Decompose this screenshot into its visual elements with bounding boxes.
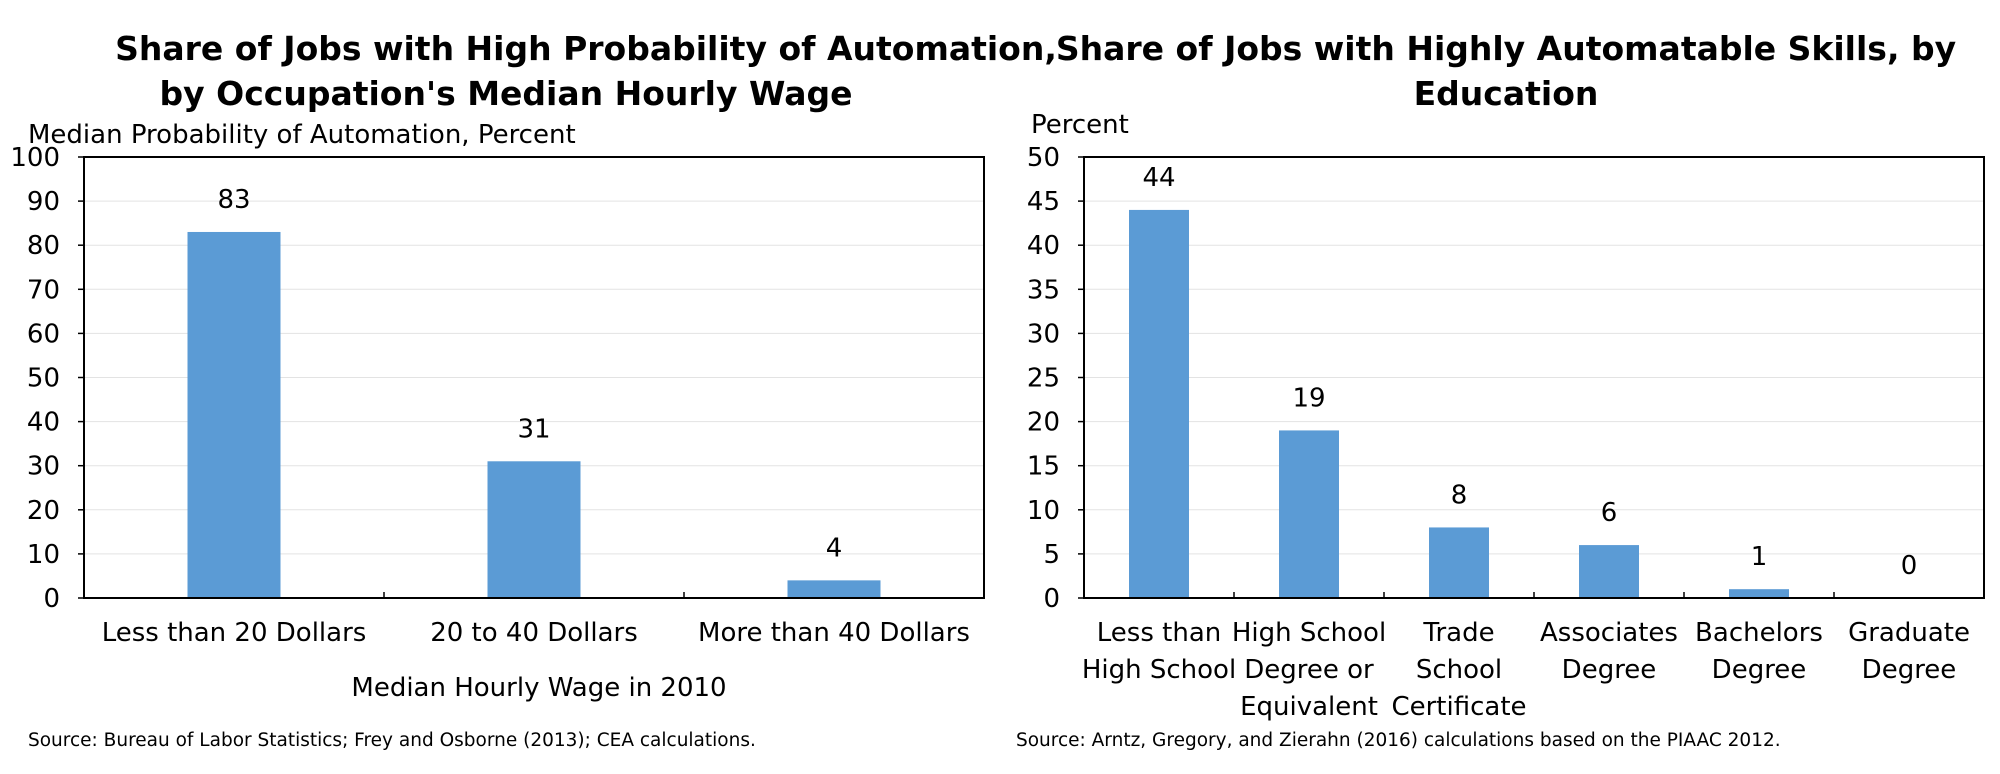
chart-education-automation: Share of Jobs with Highly Automatable Sk… bbox=[1016, 29, 1985, 751]
data-label: 19 bbox=[1292, 383, 1325, 413]
y-tick-label: 5 bbox=[1043, 540, 1060, 570]
bar bbox=[187, 231, 281, 598]
bar bbox=[1579, 545, 1639, 598]
x-category-label: Less than bbox=[1097, 618, 1221, 648]
bar bbox=[1279, 430, 1339, 598]
x-category-label: Graduate bbox=[1848, 618, 1970, 648]
y-tick-label: 40 bbox=[1027, 231, 1060, 261]
y-axis-title: Median Probability of Automation, Percen… bbox=[28, 120, 576, 150]
data-label: 0 bbox=[1901, 551, 1918, 581]
data-label: 4 bbox=[826, 533, 843, 563]
x-category-label: Trade bbox=[1422, 618, 1494, 648]
x-category-label: High School bbox=[1082, 655, 1236, 685]
bar bbox=[1729, 589, 1789, 598]
y-tick-label: 10 bbox=[1027, 496, 1060, 526]
data-label: 8 bbox=[1451, 480, 1468, 510]
y-tick-label: 35 bbox=[1027, 275, 1060, 305]
chart-title-line: by Occupation's Median Hourly Wage bbox=[160, 74, 853, 113]
x-category-label: More than 40 Dollars bbox=[698, 618, 970, 648]
y-tick-label: 30 bbox=[27, 452, 60, 482]
x-category-label: Equivalent bbox=[1240, 692, 1378, 722]
x-axis-title: Median Hourly Wage in 2010 bbox=[351, 673, 726, 703]
y-tick-label: 60 bbox=[27, 319, 60, 349]
x-category-label: Degree bbox=[1712, 655, 1807, 685]
y-tick-label: 0 bbox=[43, 584, 60, 614]
x-category-label: Certificate bbox=[1391, 692, 1526, 722]
x-category-label: Degree bbox=[1862, 655, 1957, 685]
data-label: 31 bbox=[517, 414, 550, 444]
y-tick-label: 20 bbox=[1027, 408, 1060, 438]
y-tick-label: 10 bbox=[27, 540, 60, 570]
x-category-label: School bbox=[1416, 655, 1502, 685]
y-tick-label: 50 bbox=[27, 364, 60, 394]
chart-title-line: Education bbox=[1414, 74, 1599, 113]
y-tick-label: 50 bbox=[1027, 143, 1060, 173]
chart-title-line: Share of Jobs with Highly Automatable Sk… bbox=[1056, 29, 1956, 68]
bar bbox=[1129, 209, 1189, 599]
data-label: 44 bbox=[1142, 163, 1175, 193]
x-category-label: Less than 20 Dollars bbox=[102, 618, 367, 648]
x-category-label: Degree or bbox=[1244, 655, 1374, 685]
source-note: Source: Bureau of Labor Statistics; Frey… bbox=[28, 730, 756, 751]
y-tick-label: 15 bbox=[1027, 452, 1060, 482]
data-label: 83 bbox=[217, 185, 250, 215]
y-tick-label: 90 bbox=[27, 187, 60, 217]
bar bbox=[487, 461, 581, 598]
y-tick-label: 30 bbox=[1027, 319, 1060, 349]
y-tick-label: 45 bbox=[1027, 187, 1060, 217]
x-category-label: Bachelors bbox=[1695, 618, 1823, 648]
y-axis-title: Percent bbox=[1031, 110, 1129, 140]
y-tick-label: 0 bbox=[1043, 584, 1060, 614]
y-tick-label: 20 bbox=[27, 496, 60, 526]
bar bbox=[1429, 527, 1489, 598]
chart-title-line: Share of Jobs with High Probability of A… bbox=[115, 29, 1057, 68]
x-category-label: 20 to 40 Dollars bbox=[430, 618, 638, 648]
data-label: 1 bbox=[1751, 542, 1768, 572]
x-category-label: Associates bbox=[1540, 618, 1678, 648]
bar bbox=[787, 580, 881, 598]
x-category-label: Degree bbox=[1562, 655, 1657, 685]
chart-wage-automation: Share of Jobs with High Probability of A… bbox=[10, 29, 1057, 751]
y-tick-label: 100 bbox=[10, 143, 60, 173]
source-note: Source: Arntz, Gregory, and Zierahn (201… bbox=[1016, 730, 1781, 751]
data-label: 6 bbox=[1601, 498, 1618, 528]
y-tick-label: 70 bbox=[27, 275, 60, 305]
y-tick-label: 40 bbox=[27, 408, 60, 438]
x-category-label: High School bbox=[1232, 618, 1386, 648]
y-tick-label: 80 bbox=[27, 231, 60, 261]
y-tick-label: 25 bbox=[1027, 364, 1060, 394]
